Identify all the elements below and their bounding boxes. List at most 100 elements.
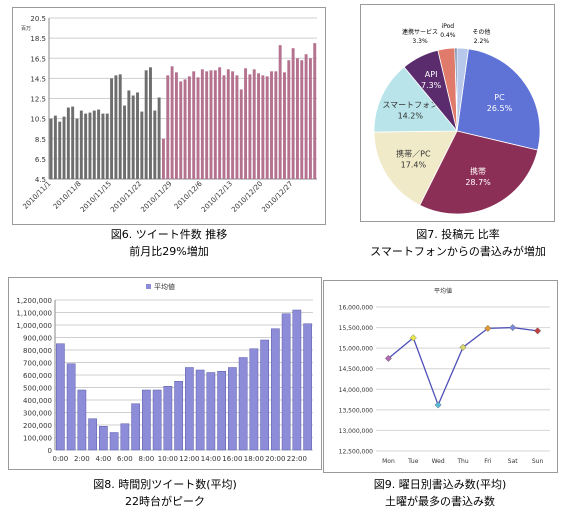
fig6-bar-series2 — [278, 45, 282, 180]
fig6-bar-series2 — [265, 76, 269, 179]
fig9-ytick-label: 15,000,000 — [339, 346, 374, 353]
fig9-title: 図9. 曜日別書込み数(平均) — [373, 478, 507, 491]
fig9-legend-label: 平均値 — [434, 287, 452, 295]
fig6-ytick-label: 16.5 — [30, 55, 46, 63]
fig6-bar-series2 — [218, 67, 222, 179]
fig9-point-marker — [534, 327, 542, 335]
fig6-xtick-label: 2010/12/6 — [173, 179, 204, 210]
fig6-ytick-label: 4.5 — [35, 176, 46, 184]
fig6-bar-series1 — [101, 113, 105, 179]
fig9-ytick-label: 12,500,000 — [339, 449, 374, 456]
fig8-ytick-label: 1,100,000 — [16, 310, 52, 318]
fig8-xtick-label: 0:00 — [53, 455, 69, 463]
fig7-slice-pct: 14.2% — [398, 111, 424, 120]
fig9-point-marker — [409, 334, 417, 342]
fig6-bar-series2 — [213, 70, 217, 179]
fig6-bar-series2 — [308, 58, 312, 179]
fig6-bar-series2 — [313, 43, 317, 179]
fig9-ytick-label: 14,500,000 — [339, 366, 374, 373]
fig7-slice-label: iPod — [442, 23, 455, 30]
fig8-legend-swatch — [146, 284, 151, 289]
fig9-xtick-label: Mon — [382, 458, 395, 465]
fig8-bar — [217, 371, 226, 451]
fig7-slice-pct: 2.2% — [474, 38, 490, 45]
fig8-bar — [66, 363, 76, 451]
fig6-bar-series2 — [261, 75, 265, 179]
fig7-slice-label: スマートフォン — [382, 100, 438, 109]
fig8-xtick-label: 22:00 — [287, 455, 307, 463]
fig8-chart-panel: 平均値 0 100,000 200,000 300,000 400,000 500,000 6… — [8, 277, 322, 470]
fig8-ytick-label: 200,000 — [23, 422, 52, 430]
fig7-title: 図7. 投稿元 比率 — [416, 228, 500, 241]
fig7-slice-pct: 3.3% — [412, 38, 428, 45]
fig8-bar — [185, 367, 194, 451]
fig6-bar-series1 — [140, 111, 144, 179]
fig6-bar-series1 — [97, 109, 101, 179]
fig6-bar-series1 — [157, 97, 161, 179]
fig9-xtick-label: Sat — [508, 458, 518, 465]
fig6-bar-series1 — [66, 107, 70, 179]
fig6-bar-series1 — [110, 78, 114, 179]
fig6-ytick-label: 6.5 — [35, 156, 46, 164]
fig8-bar — [56, 343, 65, 451]
fig6-bar-series2 — [179, 81, 183, 179]
fig7-slice-2 — [373, 130, 458, 206]
fig9-ytick-label: 13,000,000 — [339, 428, 374, 435]
fig6-xtick-label: 2010/11/8 — [52, 180, 83, 211]
fig8-subtitle: 22時台がピーク — [125, 495, 205, 508]
fig8-bar — [163, 386, 173, 451]
fig6-bar-series1 — [131, 95, 135, 179]
fig6-bar-series1 — [136, 92, 139, 179]
fig6-chart-panel: 4.5 6.5 8.5 10.5 12.5 14.5 16.5 18.5 20.5 百万 2010/… — [12, 7, 326, 225]
fig6-bar-series2 — [270, 71, 273, 179]
fig6-bar-series2 — [304, 54, 308, 179]
fig7-slice-pct: 26.5% — [487, 104, 513, 113]
fig8-bar — [238, 357, 248, 451]
fig8-ytick-label: 900,000 — [23, 335, 52, 343]
fig6-xtick-label: 2010/12/20 — [230, 180, 264, 214]
fig8-caption: 図8. 時間別ツイート数(平均) 22時台がピーク — [65, 476, 265, 510]
fig7-caption: 図7. 投稿元 比率 スマートフォンからの書込みが増加 — [352, 226, 564, 260]
fig6-bar-series1 — [105, 113, 109, 179]
fig8-bar — [195, 369, 205, 451]
fig9-ytick-label: 16,000,000 — [339, 305, 374, 312]
fig8-legend-label: 平均値 — [154, 282, 175, 291]
fig8-ytick-label: 400,000 — [23, 397, 52, 405]
fig7-slice-pct: 17.4% — [401, 160, 427, 169]
fig8-ytick-label: 700,000 — [23, 360, 52, 368]
fig9-xtick-label: Tue — [407, 458, 419, 465]
fig6-ytick-label: 8.5 — [35, 136, 46, 144]
fig6-title: 図6. ツイート件数 推移 — [110, 228, 228, 241]
fig7-slice-0 — [456, 48, 541, 151]
fig8-xtick-label: 4:00 — [96, 455, 112, 463]
fig9-point-marker — [384, 354, 392, 362]
fig7-slice-pct: 28.7% — [465, 178, 491, 187]
fig6-bar-series2 — [244, 68, 248, 179]
fig9-ytick-label: 13,500,000 — [339, 407, 374, 414]
fig8-bar — [99, 426, 108, 451]
fig6-chart: 4.5 6.5 8.5 10.5 12.5 14.5 16.5 18.5 20.5 百万 2010/… — [21, 15, 317, 214]
fig8-xtick-label: 8:00 — [139, 455, 155, 463]
fig6-xtick-label: 2010/11/22 — [109, 180, 143, 214]
fig9-chart: 平均値 12,500,000 13,000,000 13,500,000 14,000,… — [339, 287, 550, 465]
fig8-xtick-label: 6:00 — [117, 455, 133, 463]
fig8-bar — [131, 403, 140, 451]
fig6-bar-series2 — [274, 71, 278, 179]
fig8-bar — [303, 323, 312, 451]
fig6-bar-series1 — [53, 115, 57, 179]
fig9-series-line — [388, 326, 538, 407]
fig6-bar-series2 — [170, 66, 174, 179]
fig8-bar — [142, 389, 151, 451]
fig8-bar — [249, 348, 259, 451]
fig7-subtitle: スマートフォンからの書込みが増加 — [370, 245, 546, 258]
fig8-chart: 平均値 0 100,000 200,000 300,000 400,000 500,000 6… — [16, 282, 313, 463]
fig6-subtitle: 前月比29%増加 — [129, 245, 209, 258]
fig6-bar-series1 — [88, 112, 92, 179]
fig8-ytick-label: 100,000 — [23, 435, 52, 443]
fig6-ytick-label: 20.5 — [30, 15, 46, 23]
fig6-bar-series1 — [84, 113, 88, 179]
fig8-ytick-label: 300,000 — [23, 410, 52, 418]
fig8-bar — [152, 389, 162, 451]
fig9-caption: 図9. 曜日別書込み数(平均) 土曜が最多の書込み数 — [340, 476, 540, 510]
fig6-ytick-label: 18.5 — [30, 35, 46, 43]
